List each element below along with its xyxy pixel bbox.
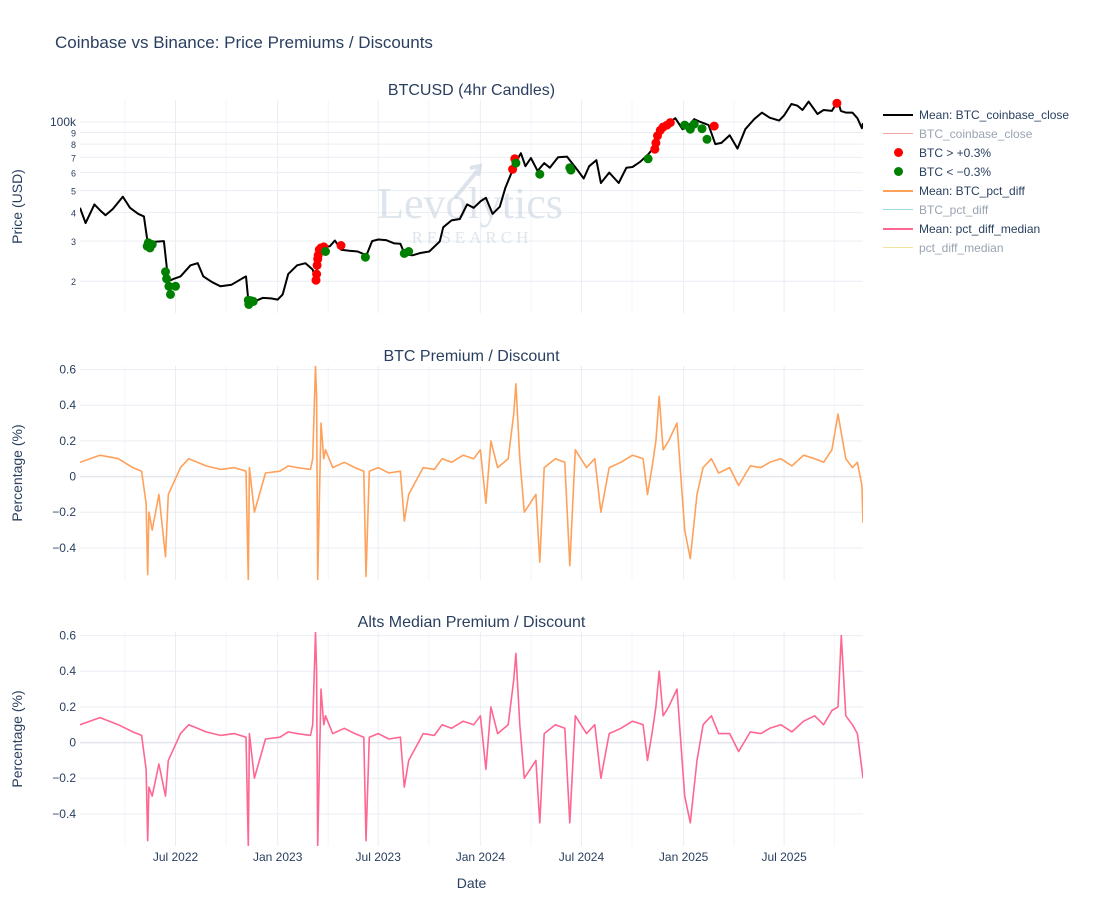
discount-marker [321, 247, 330, 256]
panel-title: BTCUSD (4hr Candles) [388, 82, 555, 99]
legend-item[interactable]: Mean: BTC_coinbase_close [880, 105, 1095, 124]
series-line-2-0 [80, 632, 863, 846]
discount-marker [511, 158, 521, 168]
legend-line-icon [880, 227, 916, 230]
legend-label: Mean: pct_diff_median [919, 221, 1041, 236]
x-tick-label: Jul 2024 [559, 850, 605, 864]
discount-marker [171, 281, 180, 291]
legend-label: Mean: BTC_coinbase_close [919, 107, 1070, 122]
y-tick-label: 100k [50, 115, 77, 129]
discount-marker [689, 119, 699, 129]
discount-marker [404, 247, 414, 256]
watermark-subtitle: RESEARCH [412, 228, 533, 247]
y-tick-label: 0.6 [59, 629, 76, 643]
x-axis-title: Date [457, 875, 487, 891]
legend-item[interactable]: Mean: BTC_pct_diff [880, 181, 1095, 200]
discount-marker [166, 289, 175, 299]
y-tick-label: 0.6 [59, 363, 76, 377]
y-axis-title: Price (USD) [9, 169, 25, 244]
discount-marker [164, 281, 174, 291]
legend-label: BTC < −0.3% [919, 164, 992, 179]
watermark-title: Levolytics [377, 179, 563, 228]
x-tick-label: Jan 2025 [659, 850, 709, 864]
y-tick-label: 0 [69, 736, 76, 750]
legend-label: BTC_coinbase_close [919, 126, 1033, 141]
y-tick-label: −0.4 [52, 541, 76, 555]
legend-line-icon [880, 113, 916, 116]
x-tick-label: Jan 2024 [456, 850, 506, 864]
y-tick-label: −0.2 [52, 771, 76, 785]
discount-marker [360, 252, 370, 262]
legend-dot-icon [880, 167, 916, 176]
legend: Mean: BTC_coinbase_close BTC_coinbase_clo… [880, 105, 1095, 257]
y-tick-label: 0 [69, 470, 76, 484]
legend-item[interactable]: BTC > +0.3% [880, 143, 1095, 162]
y-tick-label: 7 [71, 153, 76, 163]
legend-line-icon [880, 209, 916, 210]
premium-marker [665, 118, 675, 128]
discount-marker [643, 154, 653, 164]
y-axis-title: Percentage (%) [9, 424, 25, 521]
panel-title: Alts Median Premium / Discount [358, 614, 586, 631]
discount-marker [697, 124, 707, 134]
discount-marker [566, 165, 576, 175]
gridlines-layer [80, 100, 863, 846]
series-line-1-0 [80, 366, 863, 580]
legend-label: pct_diff_median [919, 240, 1004, 255]
legend-dot-icon [880, 148, 916, 157]
watermark-arrow-icon [453, 163, 483, 200]
y-tick-label: −0.4 [52, 807, 76, 821]
y-tick-label: 0.4 [59, 664, 76, 678]
legend-label: BTC_pct_diff [919, 202, 989, 217]
legend-item[interactable]: BTC < −0.3% [880, 162, 1095, 181]
y-tick-label: 9 [71, 128, 76, 138]
data-layer [80, 98, 863, 846]
premium-marker [651, 138, 661, 148]
y-tick-label: 5 [71, 187, 76, 197]
legend-label: BTC > +0.3% [919, 145, 992, 160]
y-axis-title: Percentage (%) [9, 690, 25, 787]
legend-line-icon [880, 189, 916, 192]
legend-item[interactable]: Mean: pct_diff_median [880, 219, 1095, 238]
watermark: Levolytics RESEARCH [377, 163, 563, 247]
x-tick-label: Jul 2022 [153, 850, 199, 864]
y-tick-label: 2 [71, 277, 76, 287]
legend-item[interactable]: BTC_coinbase_close [880, 124, 1095, 143]
y-tick-label: 0.2 [59, 434, 76, 448]
panel-title: BTC Premium / Discount [383, 348, 560, 365]
y-tick-label: −0.2 [52, 505, 76, 519]
y-tick-label: 8 [71, 140, 76, 150]
y-tick-label: 3 [71, 237, 76, 247]
y-tick-label: 0.2 [59, 700, 76, 714]
legend-line-icon [880, 133, 916, 134]
discount-marker [535, 169, 545, 179]
premium-marker [312, 269, 322, 279]
premium-marker [832, 98, 842, 108]
legend-item[interactable]: pct_diff_median [880, 238, 1095, 257]
discount-marker [161, 267, 170, 277]
series-line-0-0 [80, 100, 863, 303]
chart-main-title: Coinbase vs Binance: Price Premiums / Di… [55, 33, 433, 52]
x-tick-label: Jul 2025 [761, 850, 807, 864]
x-tick-label: Jan 2023 [253, 850, 303, 864]
y-tick-label: 0.4 [59, 398, 76, 412]
legend-label: Mean: BTC_pct_diff [919, 183, 1025, 198]
discount-marker [162, 274, 172, 284]
x-tick-label: Jul 2023 [356, 850, 402, 864]
y-tick-label: 6 [71, 169, 76, 179]
legend-item[interactable]: BTC_pct_diff [880, 200, 1095, 219]
legend-line-icon [880, 247, 916, 248]
discount-marker [147, 240, 157, 249]
premium-marker [336, 241, 346, 250]
discount-marker [248, 296, 258, 306]
premium-marker [709, 121, 719, 131]
y-tick-label: 4 [71, 209, 76, 219]
discount-marker [702, 134, 712, 144]
